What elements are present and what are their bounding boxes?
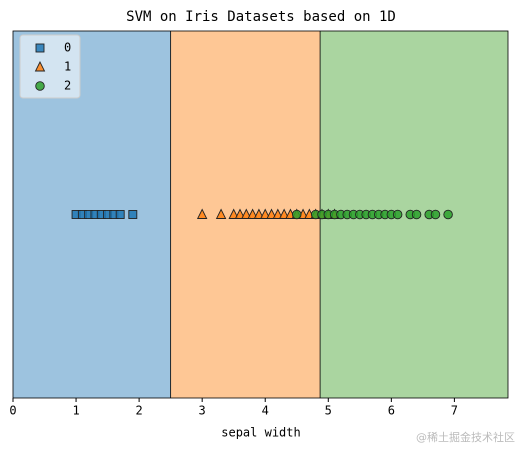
x-tick-label: 5 — [325, 404, 332, 418]
data-point — [253, 208, 265, 219]
x-tick-label: 3 — [199, 404, 206, 418]
data-point — [430, 209, 441, 220]
data-point — [228, 208, 239, 219]
legend-label: 2 — [64, 79, 71, 93]
x-tick-label: 7 — [451, 404, 458, 418]
data-point — [260, 208, 271, 219]
watermark: @稀土掘金技术社区 — [416, 430, 515, 444]
data-point — [247, 208, 258, 219]
data-point — [411, 209, 422, 220]
legend-marker — [35, 43, 45, 53]
data-point — [234, 208, 246, 219]
x-tick-label: 2 — [135, 404, 142, 418]
legend-marker — [34, 60, 46, 72]
legend-marker — [35, 81, 45, 91]
x-tick-label: 4 — [262, 404, 269, 418]
x-tick-label: 0 — [9, 404, 16, 418]
data-point — [292, 209, 302, 220]
chart-title: SVM on Iris Datasets based on 1D — [126, 9, 396, 25]
legend-label: 1 — [64, 60, 71, 74]
x-axis-label: sepal width — [221, 426, 300, 440]
data-point — [241, 208, 252, 219]
plot-frame — [12, 30, 509, 399]
data-point — [278, 208, 290, 219]
legend-box — [19, 34, 81, 99]
data-point — [128, 210, 138, 219]
data-point — [196, 208, 208, 219]
data-point — [266, 208, 277, 219]
legend-label: 0 — [64, 41, 71, 55]
data-point — [215, 208, 227, 219]
x-tick-label: 6 — [388, 404, 395, 418]
data-point — [115, 210, 125, 219]
data-point — [392, 209, 403, 220]
data-point — [272, 208, 284, 219]
x-tick-label: 1 — [72, 404, 79, 418]
data-point — [443, 209, 453, 220]
